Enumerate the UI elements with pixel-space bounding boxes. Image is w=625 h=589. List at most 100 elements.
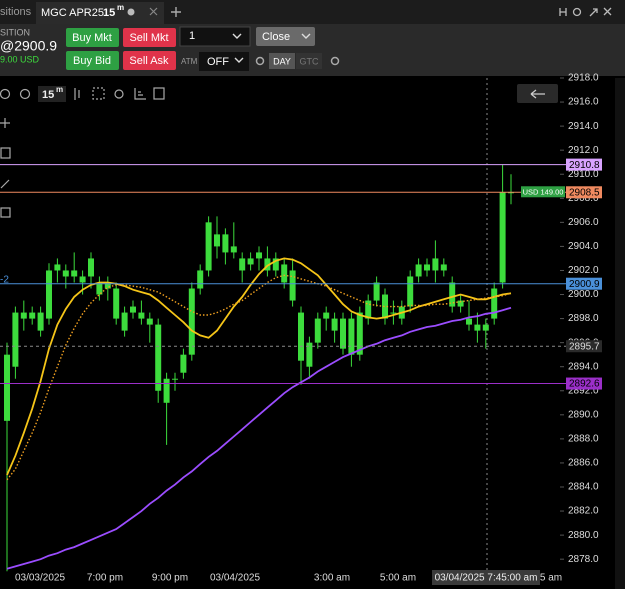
candle-body xyxy=(88,258,94,277)
x-tick-label: 03/03/2025 xyxy=(15,573,65,584)
button-label: Sell Mkt xyxy=(129,32,168,44)
note-tool[interactable] xyxy=(0,147,11,159)
line-tool[interactable] xyxy=(0,179,10,189)
candle-body xyxy=(356,312,363,355)
price-label: 2900.9 xyxy=(569,279,600,290)
price-label-box xyxy=(566,158,602,171)
button-label: Sell Ask xyxy=(129,55,169,67)
icon[interactable] xyxy=(589,8,598,17)
icon[interactable] xyxy=(603,7,612,16)
y-tick-label: 2902.0 xyxy=(568,265,599,276)
candle-body xyxy=(121,312,128,331)
y-tick-label: 2898.0 xyxy=(568,313,599,324)
candle-body xyxy=(79,276,86,283)
quantity-input[interactable] xyxy=(179,26,251,47)
candle-body xyxy=(46,270,52,319)
tab-interval-unit: m xyxy=(117,3,124,12)
price-label: 2910.8 xyxy=(569,160,600,171)
crosshair-tool[interactable] xyxy=(0,118,10,128)
close-button[interactable] xyxy=(256,27,315,46)
candle-body xyxy=(373,282,380,301)
candle-body xyxy=(331,318,338,331)
y-tick-label: 2914.0 xyxy=(568,121,599,132)
y-tick-label: 2900.0 xyxy=(568,289,599,300)
order-label: USD 149.00 xyxy=(523,187,564,196)
y-tick-label: 2918.0 xyxy=(568,73,599,84)
candle-body xyxy=(281,264,288,283)
atm-select[interactable] xyxy=(199,52,249,71)
atm-value: OFF xyxy=(207,56,229,68)
add-tab[interactable] xyxy=(171,7,181,17)
candle-body xyxy=(54,264,61,271)
button-label: Buy Bid xyxy=(73,55,111,67)
zoom-out[interactable] xyxy=(19,88,31,100)
day-toggle[interactable] xyxy=(269,53,295,69)
x-tick-label: 5 am xyxy=(540,573,562,584)
window-controls xyxy=(559,7,612,17)
settings-icon[interactable] xyxy=(255,56,265,66)
price-label: 2892.6 xyxy=(569,379,600,390)
moving-average xyxy=(6,306,512,570)
candle-body xyxy=(482,324,489,331)
position-price: @2900.9 xyxy=(0,38,57,54)
candle-body xyxy=(449,282,456,307)
candle-body xyxy=(415,264,422,277)
candle-body xyxy=(323,312,330,319)
y-tick-label: 2910.0 xyxy=(568,169,599,180)
layout-icon[interactable] xyxy=(153,87,165,100)
candle-body xyxy=(407,276,414,307)
tab-title: MGC APR25 xyxy=(41,7,104,19)
x-tick-label: 03/04/2025 xyxy=(210,573,260,584)
position-label: SITION xyxy=(0,27,30,37)
select-icon[interactable] xyxy=(92,87,105,100)
candle-body xyxy=(138,312,145,319)
active-tab[interactable] xyxy=(36,2,164,24)
candle-body xyxy=(197,270,204,289)
x-tick-label: 7:00 pm xyxy=(87,573,123,584)
atm-label: ATM xyxy=(181,57,198,66)
scrollbar xyxy=(615,78,625,589)
moving-average xyxy=(6,257,512,476)
candle-body xyxy=(29,312,36,319)
interval-value: 15 xyxy=(42,89,54,101)
buy-bid-button[interactable] xyxy=(66,51,119,70)
quantity-value: 1 xyxy=(189,30,195,42)
candle-body xyxy=(247,258,254,265)
candle-body xyxy=(146,318,153,325)
gtc-toggle[interactable] xyxy=(296,53,322,69)
candle-body xyxy=(340,318,346,349)
buy-mkt-button[interactable] xyxy=(66,28,119,47)
y-tick-label: 2882.0 xyxy=(568,506,599,517)
candle-body xyxy=(205,222,212,271)
sell-mkt-button[interactable] xyxy=(123,28,176,47)
candle-body xyxy=(20,312,27,319)
status-dot xyxy=(127,8,135,16)
settings-icon[interactable] xyxy=(330,56,340,66)
tab[interactable]: sitions xyxy=(0,6,32,18)
icon[interactable] xyxy=(572,7,582,17)
plot: 2918.0 2916.0 2914.0 2912.0 2910.0 2908.0 2906… xyxy=(0,73,602,572)
zoom-in[interactable] xyxy=(0,88,11,100)
y-tick-label: 2894.0 xyxy=(568,361,599,372)
close-tab[interactable] xyxy=(149,7,158,16)
sell-ask-button[interactable] xyxy=(123,51,176,70)
y-tick-label: 2892.0 xyxy=(568,385,599,396)
icon[interactable] xyxy=(559,8,567,16)
indicator-icon[interactable] xyxy=(134,88,146,100)
y-tick-label: 2886.0 xyxy=(568,458,599,469)
candle-body xyxy=(256,252,262,259)
toggle-label: DAY xyxy=(273,56,291,66)
candle-body xyxy=(172,378,178,380)
moving-average xyxy=(6,274,512,481)
lock-tool[interactable] xyxy=(0,207,11,218)
candle-body xyxy=(113,288,120,319)
settings-icon[interactable] xyxy=(114,89,124,99)
candle-body xyxy=(474,324,481,331)
candle-body xyxy=(104,282,111,289)
candle-body xyxy=(130,306,136,313)
candle-icon[interactable] xyxy=(74,88,80,100)
candle-body xyxy=(432,258,439,271)
candle-body xyxy=(71,270,78,277)
button-label: Buy Mkt xyxy=(72,32,112,44)
interval-button[interactable] xyxy=(38,86,66,102)
